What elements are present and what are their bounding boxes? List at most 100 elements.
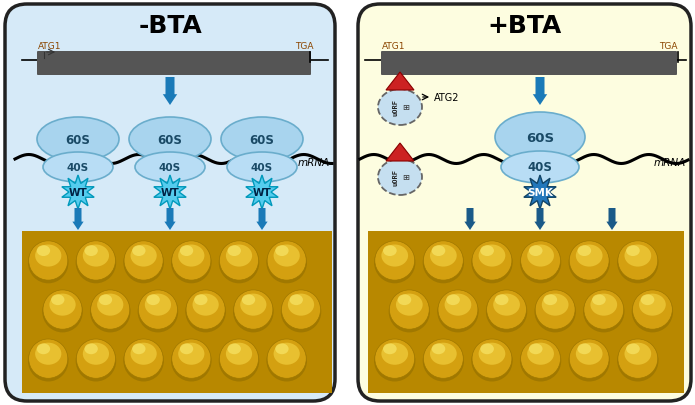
Ellipse shape <box>374 242 416 284</box>
Text: mRNA: mRNA <box>654 158 686 168</box>
Ellipse shape <box>274 245 300 267</box>
Ellipse shape <box>639 294 666 316</box>
FancyBboxPatch shape <box>368 231 684 393</box>
Ellipse shape <box>123 340 164 382</box>
Ellipse shape <box>432 343 445 354</box>
FancyBboxPatch shape <box>381 52 677 76</box>
FancyBboxPatch shape <box>5 5 335 401</box>
Ellipse shape <box>85 245 98 256</box>
Ellipse shape <box>632 291 673 333</box>
Ellipse shape <box>438 290 478 329</box>
Text: ATG1: ATG1 <box>382 42 405 51</box>
Text: uORF: uORF <box>393 99 399 116</box>
Text: ATG1: ATG1 <box>38 42 61 51</box>
Ellipse shape <box>76 241 115 280</box>
Ellipse shape <box>529 245 543 256</box>
Text: WT: WT <box>252 188 271 198</box>
Ellipse shape <box>493 294 520 316</box>
Text: ⊞: ⊞ <box>402 103 409 112</box>
Ellipse shape <box>219 340 259 382</box>
Ellipse shape <box>266 242 307 284</box>
Ellipse shape <box>382 245 408 267</box>
Ellipse shape <box>432 245 445 256</box>
Ellipse shape <box>242 294 255 305</box>
Ellipse shape <box>486 291 528 333</box>
Ellipse shape <box>178 343 204 365</box>
Text: 60S: 60S <box>158 133 182 146</box>
Ellipse shape <box>501 151 579 183</box>
Ellipse shape <box>132 245 145 256</box>
Ellipse shape <box>28 340 69 382</box>
Ellipse shape <box>129 118 211 162</box>
Text: WT: WT <box>161 188 179 198</box>
Polygon shape <box>464 209 475 230</box>
Ellipse shape <box>194 294 208 305</box>
Ellipse shape <box>423 242 464 284</box>
Ellipse shape <box>186 291 226 333</box>
Ellipse shape <box>90 290 130 329</box>
Ellipse shape <box>423 339 464 378</box>
Ellipse shape <box>569 241 609 280</box>
Ellipse shape <box>389 291 430 333</box>
Polygon shape <box>165 209 176 230</box>
Ellipse shape <box>145 294 171 316</box>
Ellipse shape <box>375 339 415 378</box>
Polygon shape <box>534 209 546 230</box>
Ellipse shape <box>83 343 109 365</box>
Ellipse shape <box>446 294 460 305</box>
Ellipse shape <box>618 241 657 280</box>
Ellipse shape <box>430 245 457 267</box>
Ellipse shape <box>479 245 505 267</box>
Ellipse shape <box>274 343 300 365</box>
Ellipse shape <box>124 339 163 378</box>
Ellipse shape <box>220 241 259 280</box>
Text: SMK: SMK <box>527 188 553 198</box>
Ellipse shape <box>132 343 145 354</box>
Ellipse shape <box>131 245 157 267</box>
Ellipse shape <box>172 339 211 378</box>
Ellipse shape <box>267 339 306 378</box>
Ellipse shape <box>288 294 314 316</box>
Ellipse shape <box>186 290 225 329</box>
Polygon shape <box>386 73 414 91</box>
Ellipse shape <box>85 343 98 354</box>
Ellipse shape <box>275 245 288 256</box>
Ellipse shape <box>396 294 423 316</box>
Ellipse shape <box>569 340 610 382</box>
Ellipse shape <box>569 242 610 284</box>
Ellipse shape <box>495 113 585 162</box>
Ellipse shape <box>226 245 252 267</box>
Ellipse shape <box>219 242 259 284</box>
Ellipse shape <box>543 294 557 305</box>
Ellipse shape <box>389 290 430 329</box>
Ellipse shape <box>138 291 178 333</box>
Ellipse shape <box>437 291 479 333</box>
Ellipse shape <box>171 242 211 284</box>
Ellipse shape <box>576 343 603 365</box>
Ellipse shape <box>520 242 562 284</box>
Ellipse shape <box>423 340 464 382</box>
Text: TGA: TGA <box>295 42 314 51</box>
Text: 60S: 60S <box>526 131 554 144</box>
Ellipse shape <box>430 343 457 365</box>
Text: ⊞: ⊞ <box>402 173 409 182</box>
FancyBboxPatch shape <box>358 5 691 401</box>
Ellipse shape <box>35 245 61 267</box>
Polygon shape <box>386 144 414 162</box>
Ellipse shape <box>76 340 116 382</box>
Ellipse shape <box>43 290 82 329</box>
Ellipse shape <box>584 290 623 329</box>
Ellipse shape <box>83 245 109 267</box>
Polygon shape <box>256 209 268 230</box>
Ellipse shape <box>378 160 422 196</box>
Ellipse shape <box>234 290 273 329</box>
Polygon shape <box>607 209 618 230</box>
Ellipse shape <box>383 343 397 354</box>
Polygon shape <box>246 175 278 209</box>
Ellipse shape <box>578 245 591 256</box>
Ellipse shape <box>383 245 397 256</box>
Ellipse shape <box>382 343 408 365</box>
Ellipse shape <box>592 294 606 305</box>
Text: -BTA: -BTA <box>138 14 202 38</box>
Ellipse shape <box>378 90 422 126</box>
